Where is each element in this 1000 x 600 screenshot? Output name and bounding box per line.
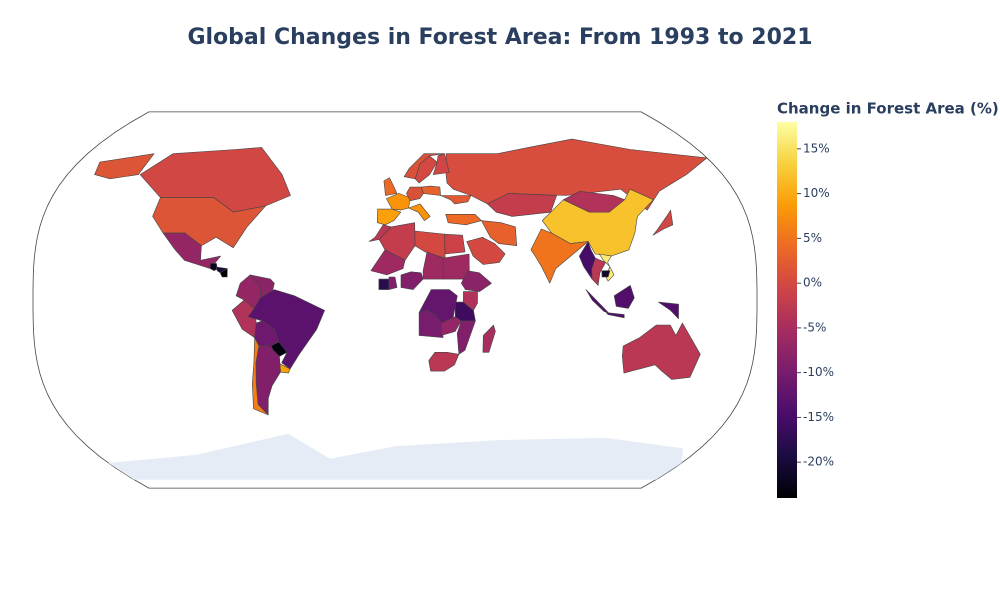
- colorbar-tick-label: 5%: [803, 231, 822, 245]
- colorbar-tick-label: -10%: [803, 365, 834, 379]
- colorbar-title: Change in Forest Area (%): [777, 100, 999, 118]
- colorbar-tick-label: -20%: [803, 455, 834, 469]
- country: [388, 276, 398, 290]
- country: [598, 253, 615, 282]
- country: [622, 322, 701, 380]
- country: [456, 320, 476, 355]
- country: [563, 191, 625, 213]
- country: [432, 153, 450, 175]
- country: [400, 271, 424, 290]
- country: [440, 195, 472, 205]
- colorbar-tick-label: -15%: [803, 410, 834, 424]
- country: [601, 270, 611, 278]
- colorbar-tick-label: -5%: [803, 320, 826, 334]
- colorbar-tick-label: 15%: [803, 141, 830, 155]
- country: [422, 251, 444, 280]
- antarctica: [108, 433, 684, 480]
- country: [378, 278, 390, 290]
- country: [461, 270, 492, 292]
- country: [252, 337, 269, 416]
- country: [444, 233, 466, 255]
- country: [463, 291, 478, 311]
- colorbar-tick-label: 10%: [803, 186, 830, 200]
- country: [219, 268, 228, 278]
- country: [403, 153, 445, 180]
- country: [377, 208, 402, 226]
- country: [428, 352, 460, 372]
- country: [162, 232, 221, 269]
- country: [440, 316, 462, 336]
- country: [585, 285, 679, 320]
- country: [383, 177, 398, 196]
- country: [445, 138, 708, 211]
- country: [94, 153, 266, 249]
- country: [210, 263, 218, 271]
- country: [482, 324, 496, 353]
- country: [466, 237, 506, 265]
- colorbar: [777, 122, 797, 498]
- country: [370, 249, 406, 276]
- country: [445, 214, 482, 226]
- country: [530, 228, 589, 284]
- country: [408, 203, 431, 221]
- country: [368, 224, 392, 242]
- country: [420, 185, 441, 196]
- country: [652, 209, 674, 236]
- colorbar-tick-label: 0%: [803, 276, 822, 290]
- chart-title: Global Changes in Forest Area: From 1993…: [187, 25, 812, 50]
- country: [481, 220, 517, 246]
